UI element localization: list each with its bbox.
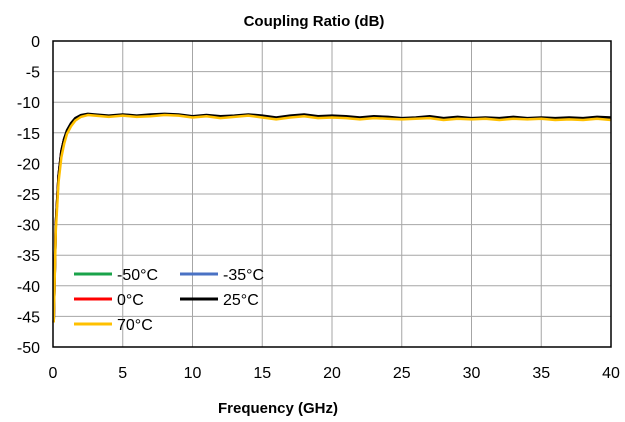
y-tick-label: -20 — [17, 156, 40, 173]
y-tick-label: 0 — [31, 34, 40, 51]
x-tick-label: 25 — [393, 365, 411, 382]
y-tick-label: -25 — [17, 187, 40, 204]
x-tick-label: 40 — [602, 365, 620, 382]
plot-area-frame — [52, 40, 612, 348]
x-tick-label: 35 — [532, 365, 550, 382]
legend-entry: 0°C — [74, 292, 144, 309]
y-tick-label: -35 — [17, 248, 40, 265]
x-tick-label: 5 — [118, 365, 127, 382]
series-line-4 — [52, 113, 612, 323]
x-tick-labels: 0 5 10 15 20 25 30 35 40 — [49, 365, 620, 382]
legend-label: 70°C — [117, 317, 153, 334]
legend: -50°C -35°C 0°C 25°C 70°C — [74, 267, 264, 334]
series-lines — [52, 112, 612, 323]
legend-label: -50°C — [117, 267, 158, 284]
legend-label: 0°C — [117, 292, 144, 309]
y-tick-label: -40 — [17, 279, 40, 296]
y-tick-label: -5 — [26, 65, 40, 82]
y-tick-label: -10 — [17, 95, 40, 112]
legend-entry: 70°C — [74, 317, 153, 334]
x-tick-label: 0 — [49, 365, 58, 382]
legend-entry: -50°C — [74, 267, 158, 284]
legend-label: 25°C — [223, 292, 259, 309]
y-tick-label: -50 — [17, 340, 40, 357]
legend-entry: -35°C — [180, 267, 264, 284]
legend-label: -35°C — [223, 267, 264, 284]
y-tick-label: -45 — [17, 309, 40, 326]
x-tick-label: 30 — [463, 365, 481, 382]
x-tick-label: 10 — [184, 365, 202, 382]
y-tick-label: -15 — [17, 126, 40, 143]
y-tick-label: -30 — [17, 218, 40, 235]
x-tick-label: 15 — [253, 365, 271, 382]
y-tick-labels: 0 -5 -10 -15 -20 -25 -30 -35 -40 -45 -50 — [17, 34, 40, 357]
legend-entry: 25°C — [180, 292, 259, 309]
x-axis-label: Frequency (GHz) — [218, 400, 338, 417]
x-tick-label: 20 — [323, 365, 341, 382]
chart-title: Coupling Ratio (dB) — [244, 13, 385, 30]
series-line-3 — [52, 112, 612, 323]
